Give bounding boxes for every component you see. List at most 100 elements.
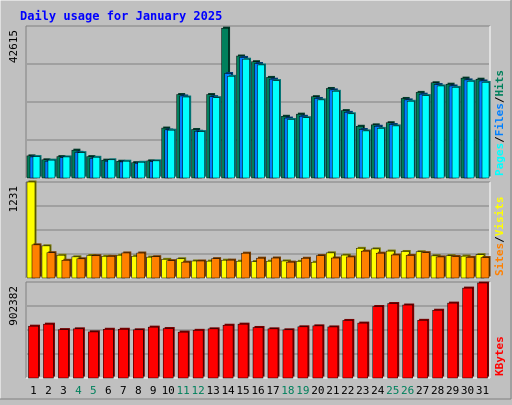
bar-sites-14: [226, 259, 235, 279]
bar-sites-8: [136, 252, 146, 279]
bar-pages-17: [272, 80, 280, 179]
bar-pages-6: [107, 159, 116, 179]
bar-pages-24: [376, 128, 385, 179]
bar-pages-18: [287, 119, 295, 179]
bar-kbytes-25: [387, 303, 398, 379]
bar-pages-4: [77, 152, 86, 179]
legend-pages: Pages: [493, 143, 506, 176]
day-label-16: 16: [251, 384, 264, 397]
bar-kbytes-14: [222, 324, 234, 379]
bar-sites-7: [121, 252, 131, 279]
day-label-22: 22: [341, 384, 354, 397]
panel-2: 1231 Sites/Visits: [7, 180, 506, 279]
bar-pages-30: [466, 81, 475, 179]
day-label-25: 25: [386, 384, 399, 397]
bar-pages-19: [302, 117, 310, 179]
day-label-30: 30: [461, 384, 474, 397]
bar-pages-15: [242, 58, 250, 179]
bar-sites-31: [480, 257, 490, 279]
bar-kbytes-10: [162, 328, 174, 379]
bar-kbytes-15: [237, 323, 249, 379]
bar-pages-10: [167, 129, 175, 179]
day-label-24: 24: [371, 384, 385, 397]
day-label-13: 13: [206, 384, 219, 397]
day-label-2: 2: [45, 384, 52, 397]
bar-sites-1: [31, 244, 41, 279]
bar-sites-22: [346, 256, 355, 279]
day-label-20: 20: [311, 384, 324, 397]
bar-pages-13: [212, 97, 220, 179]
day-label-12: 12: [192, 384, 205, 397]
bar-sites-19: [301, 258, 310, 279]
y-max-label: 902382: [7, 286, 20, 326]
bar-sites-10: [166, 260, 175, 279]
day-label-10: 10: [162, 384, 175, 397]
day-label-28: 28: [431, 384, 444, 397]
day-label-5: 5: [90, 384, 97, 397]
day-label-19: 19: [296, 384, 309, 397]
day-label-9: 9: [150, 384, 157, 397]
bar-pages-12: [197, 131, 205, 179]
bar-sites-13: [211, 258, 220, 279]
bar-sites-17: [271, 257, 280, 279]
bar-kbytes-31: [477, 282, 488, 379]
bar-pages-23: [362, 130, 370, 179]
bar-sites-16: [256, 257, 265, 279]
day-label-18: 18: [281, 384, 294, 397]
bar-pages-21: [332, 91, 340, 179]
day-label-21: 21: [326, 384, 339, 397]
x-axis-day-labels: 1 2 3 4 5 6 7 8 9 10 11 12 13 14 15 16 17 18 19 20 21 22 23 24 2…: [30, 384, 489, 397]
bar-kbytes-7: [118, 329, 129, 379]
bar-kbytes-13: [207, 328, 219, 379]
panel-legend: Pages/Files/Hits: [493, 70, 506, 176]
bar-kbytes-8: [133, 329, 144, 379]
bar-pages-29: [451, 87, 460, 179]
bar-kbytes-21: [327, 326, 339, 379]
chart-panels: 42615Pages/Files/Hits1231Sites/Visits902…: [7, 25, 506, 379]
panel-3: 902382 KBytes: [7, 281, 506, 379]
bar-sites-4: [76, 258, 86, 279]
day-label-7: 7: [120, 384, 127, 397]
bar-sites-30: [465, 257, 475, 279]
bar-sites-20: [316, 255, 325, 279]
bar-pages-2: [47, 159, 56, 179]
bar-kbytes-29: [447, 302, 458, 379]
bar-kbytes-19: [297, 326, 309, 379]
bar-sites-26: [405, 255, 415, 279]
bar-pages-26: [406, 101, 415, 179]
legend-sites: Sites: [493, 243, 506, 276]
bar-kbytes-30: [462, 287, 473, 379]
bar-sites-25: [390, 254, 400, 279]
bar-pages-16: [257, 64, 265, 179]
day-label-23: 23: [356, 384, 369, 397]
bar-kbytes-3: [58, 329, 69, 379]
bar-pages-9: [152, 160, 160, 179]
bar-sites-5: [91, 255, 101, 279]
bar-pages-3: [62, 156, 71, 179]
bar-sites-12: [196, 260, 205, 279]
bar-kbytes-4: [73, 328, 84, 379]
day-label-27: 27: [416, 384, 429, 397]
legend-separator: /: [493, 236, 506, 243]
bar-sites-29: [450, 256, 460, 279]
bar-sites-2: [46, 252, 56, 279]
bar-sites-3: [61, 260, 71, 279]
bar-sites-18: [286, 261, 295, 279]
bar-kbytes-12: [192, 330, 204, 379]
day-label-11: 11: [177, 384, 190, 397]
bar-sites-15: [241, 252, 250, 279]
bar-kbytes-11: [177, 331, 189, 379]
bar-pages-1: [32, 156, 41, 179]
bar-pages-27: [421, 95, 430, 179]
bar-pages-7: [122, 160, 131, 179]
bar-kbytes-5: [88, 331, 99, 379]
chart-title: Daily usage for January 2025: [20, 9, 222, 23]
day-label-15: 15: [236, 384, 249, 397]
bar-kbytes-6: [103, 329, 114, 379]
bar-sites-21: [331, 257, 340, 279]
bar-pages-5: [92, 157, 101, 179]
legend-files: Files: [493, 103, 506, 136]
bar-kbytes-2: [43, 323, 54, 379]
